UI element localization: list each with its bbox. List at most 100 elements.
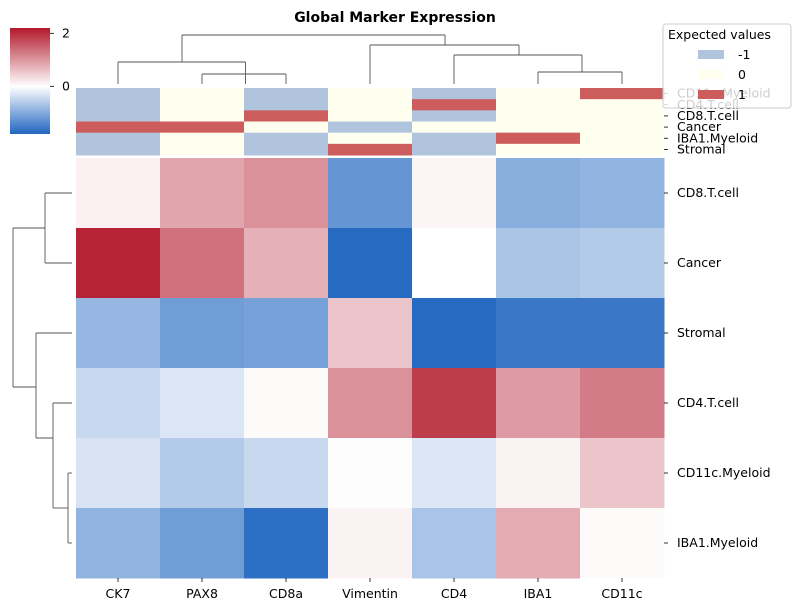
row-label: Stromal — [677, 325, 726, 340]
heatmap-cell — [412, 158, 497, 229]
legend-title: Expected values — [668, 27, 771, 42]
heatmap-cell — [244, 158, 329, 229]
annotation-cell — [412, 132, 497, 145]
heatmap-cell — [496, 298, 581, 369]
annotation-cell — [496, 132, 581, 145]
annotation-cell — [328, 99, 413, 111]
legend-label: 1 — [738, 87, 746, 102]
heatmap-cell — [496, 158, 581, 229]
heatmap-cell — [160, 368, 245, 439]
colorbar-gradient — [10, 28, 50, 134]
annotation-cell — [580, 143, 665, 156]
annotation-row-label: Cancer — [677, 119, 722, 134]
heatmap-cell — [76, 508, 161, 579]
annotation-cell — [580, 121, 665, 134]
expected-values-annotation — [76, 88, 665, 156]
heatmap-cell — [244, 228, 329, 299]
heatmap-cell — [328, 228, 413, 299]
heatmap-cells — [76, 158, 665, 579]
annotation-cell — [496, 88, 581, 100]
annotation-cell — [244, 121, 329, 134]
row-label: IBA1.Myeloid — [677, 535, 758, 550]
column-label: Vimentin — [342, 586, 398, 601]
colorbar-tick-label: 0 — [62, 78, 70, 93]
annotation-cell — [244, 143, 329, 156]
annotation-cell — [76, 110, 161, 122]
annotation-cell — [76, 121, 161, 134]
heatmap-cell — [580, 158, 665, 229]
heatmap-cell — [412, 228, 497, 299]
legend-swatch — [698, 90, 724, 99]
heatmap-cell — [580, 298, 665, 369]
heatmap-cell — [76, 298, 161, 369]
row-dendrogram — [12, 192, 72, 544]
heatmap-cell — [580, 438, 665, 509]
annotation-cell — [496, 143, 581, 156]
annotation-cell — [496, 99, 581, 111]
annotation-cell — [412, 121, 497, 134]
heatmap-cell — [580, 228, 665, 299]
heatmap-cell — [580, 368, 665, 439]
annotation-cell — [76, 143, 161, 156]
annotation-cell — [412, 99, 497, 111]
annotation-cell — [244, 88, 329, 100]
heatmap-cell — [580, 508, 665, 579]
legend: Expected values -1 0 1 — [662, 23, 792, 109]
annotation-cell — [412, 88, 497, 100]
heatmap-cell — [76, 228, 161, 299]
heatmap-cell — [412, 438, 497, 509]
annotation-cell — [580, 110, 665, 122]
column-label: CD11c — [601, 586, 642, 601]
heatmap-cell — [412, 298, 497, 369]
annotation-cell — [328, 132, 413, 145]
annotation-cell — [160, 121, 245, 134]
annotation-cell — [160, 88, 245, 100]
row-labels: CD8.T.cell Cancer Stromal CD4.T.cell CD11c.M… — [664, 185, 771, 550]
row-label: CD11c.Myeloid — [677, 465, 771, 480]
heatmap-cell — [412, 368, 497, 439]
column-labels: CK7 PAX8 CD8a Vimentin CD4 IBA1 CD11c — [106, 578, 643, 601]
annotation-cell — [76, 99, 161, 111]
annotation-cell — [580, 132, 665, 145]
row-label: Cancer — [677, 255, 722, 270]
colorbar-tick-label: 2 — [62, 25, 70, 40]
annotation-cell — [412, 143, 497, 156]
heatmap-cell — [160, 298, 245, 369]
legend-swatch — [698, 70, 724, 79]
heatmap-cell — [496, 228, 581, 299]
annotation-row-label: IBA1.Myeloid — [677, 130, 758, 145]
annotation-cell — [496, 110, 581, 122]
annotation-cell — [160, 143, 245, 156]
legend-label: 0 — [738, 67, 746, 82]
heatmap-cell — [160, 438, 245, 509]
column-label: CD4 — [441, 586, 467, 601]
annotation-cell — [328, 143, 413, 156]
annotation-cell — [76, 132, 161, 145]
annotation-cell — [328, 88, 413, 100]
annotation-cell — [76, 88, 161, 100]
heatmap-cell — [412, 508, 497, 579]
column-label: PAX8 — [186, 586, 218, 601]
heatmap-cell — [160, 228, 245, 299]
heatmap-cell — [76, 158, 161, 229]
annotation-cell — [580, 88, 665, 100]
annotation-cell — [580, 99, 665, 111]
heatmap-cell — [496, 438, 581, 509]
column-label: IBA1 — [524, 586, 553, 601]
heatmap-cell — [160, 508, 245, 579]
heatmap-cell — [328, 298, 413, 369]
heatmap-cell — [496, 368, 581, 439]
column-label: CK7 — [106, 586, 131, 601]
heatmap-cell — [244, 298, 329, 369]
annotation-cell — [244, 132, 329, 145]
heatmap-cell — [328, 508, 413, 579]
annotation-cell — [496, 121, 581, 134]
annotation-cell — [160, 110, 245, 122]
heatmap-cell — [244, 368, 329, 439]
heatmap-cell — [160, 158, 245, 229]
legend-label: -1 — [738, 47, 750, 62]
annotation-cell — [160, 99, 245, 111]
annotation-cell — [244, 110, 329, 122]
annotation-cell — [160, 132, 245, 145]
